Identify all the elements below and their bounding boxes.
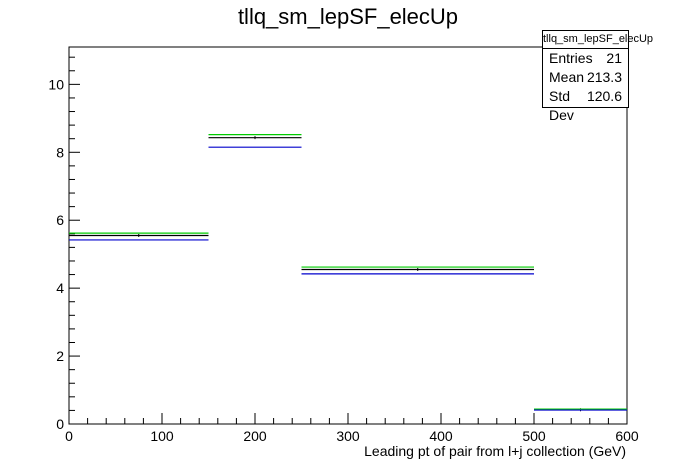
stats-value: 120.6 xyxy=(586,88,622,104)
x-tick-label: 400 xyxy=(429,428,453,444)
x-axis-label: Leading pt of pair from l+j collection (… xyxy=(364,443,626,459)
histogram-series xyxy=(69,134,627,412)
stats-box: tllq_sm_lepSF_elecUp Entries 21 Mean 213… xyxy=(542,30,653,123)
chart-title: tllq_sm_lepSF_elecUp xyxy=(237,4,459,29)
x-tick-label: 200 xyxy=(243,428,267,444)
stats-label: Mean xyxy=(549,69,585,85)
y-tick-label: 2 xyxy=(56,348,64,364)
stats-value: 213.3 xyxy=(586,69,622,85)
y-tick-label: 4 xyxy=(56,280,64,296)
stats-box-title: tllq_sm_lepSF_elecUp xyxy=(543,31,653,49)
stats-row-mean: Mean 213.3 xyxy=(543,68,628,87)
stats-value: 21 xyxy=(606,50,622,66)
y-tick-label: 6 xyxy=(56,212,64,228)
stats-row-stddev: Std Dev 120.6 xyxy=(543,87,628,123)
y-tick-label: 10 xyxy=(48,76,64,92)
y-axis-ticks: 0 2 4 6 8 10 xyxy=(48,56,80,432)
x-tick-label: 0 xyxy=(65,428,73,444)
stats-label: Std Dev xyxy=(549,88,574,123)
y-tick-label: 0 xyxy=(56,416,64,432)
x-axis-ticks: 0 100 200 300 400 500 600 xyxy=(65,413,639,444)
x-tick-label: 300 xyxy=(336,428,360,444)
stats-label: Entries xyxy=(549,50,593,66)
x-tick-label: 100 xyxy=(150,428,174,444)
x-tick-label: 500 xyxy=(522,428,546,444)
y-tick-label: 8 xyxy=(56,144,64,160)
x-tick-label: 600 xyxy=(615,428,639,444)
stats-row-entries: Entries 21 xyxy=(543,49,628,68)
